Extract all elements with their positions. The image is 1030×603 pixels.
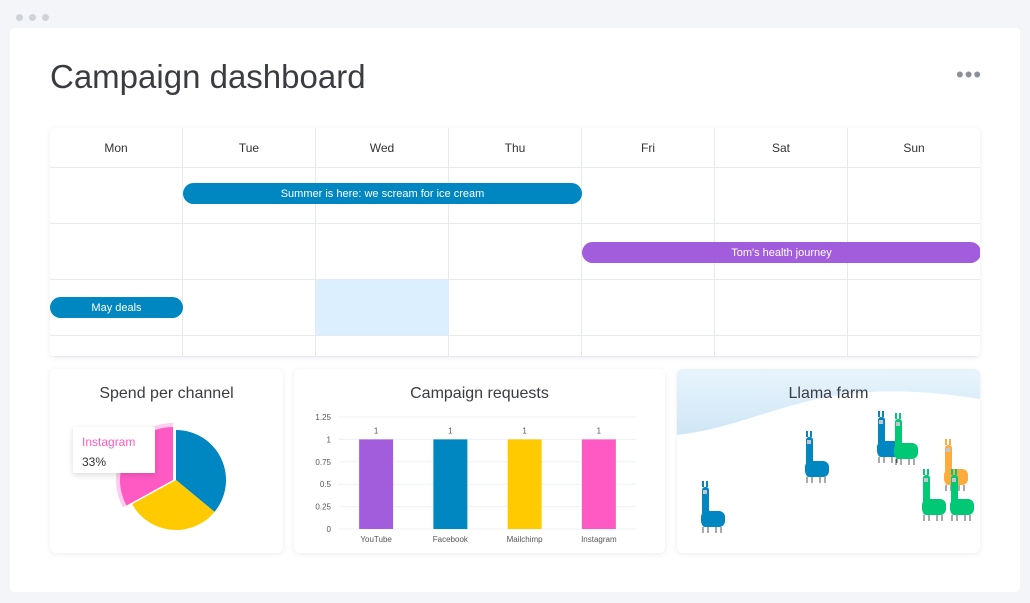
day-header: Thu [449,128,582,168]
calendar-cell[interactable] [183,224,316,280]
calendar-cell[interactable] [715,336,848,357]
calendar-cell[interactable] [50,224,183,280]
widget-title: Llama farm [788,385,869,402]
calendar-widget: Mon Tue Wed Thu Fri Sat Sun Summer is here: we … [50,128,980,357]
calendar-cell[interactable] [449,224,582,280]
bar-data-label: 1 [597,426,602,435]
llama-icon [805,431,829,483]
y-tick-label: 0.25 [315,503,331,512]
x-tick-label: Facebook [433,535,469,544]
calendar-cell[interactable] [449,280,582,336]
y-tick-label: 1 [327,435,332,444]
calendar-cell[interactable] [715,168,848,224]
bar[interactable] [507,439,542,529]
page-title: Campaign dashboard [50,58,366,95]
tooltip-label: Instagram [82,435,136,449]
day-header: Fri [582,128,715,168]
x-tick-label: Mailchimp [507,535,544,544]
calendar-cell[interactable] [848,168,980,224]
day-header: Sat [715,128,848,168]
y-tick-label: 1.25 [315,413,331,422]
campaign-requests-widget: Campaign requests 0 0.25 0.5 0.75 1 1.25 1 YouT… [294,369,665,553]
day-header: Tue [183,128,316,168]
calendar-cell[interactable] [715,280,848,336]
bar-data-label: 1 [374,426,379,435]
calendar-cell[interactable] [582,168,715,224]
llama-field [701,411,974,533]
day-header: Sun [848,128,980,168]
bar[interactable] [359,439,394,529]
llama-farm-widget: Llama farm [677,369,980,553]
calendar-cell[interactable] [50,336,183,357]
calendar-cell[interactable] [316,280,449,336]
calendar-cell[interactable] [316,224,449,280]
bar-data-label: 1 [448,426,453,435]
calendar-cell[interactable] [449,336,582,357]
bar[interactable] [433,439,468,529]
day-header: Wed [316,128,449,168]
calendar-cell[interactable] [316,336,449,357]
calendar-event[interactable]: Tom's health journey [582,242,980,263]
calendar-cell[interactable] [582,336,715,357]
calendar-cell[interactable] [848,280,980,336]
pie-tooltip: Instagram 33% [73,427,155,473]
llama-icon [922,469,946,521]
tooltip-value: 33% [82,455,107,469]
calendar-cell[interactable] [848,224,980,280]
llama-icon [894,413,918,465]
window-controls [16,14,49,21]
calendar-cell[interactable] [50,168,183,224]
widget-title: Spend per channel [99,385,234,402]
pie-slice[interactable] [176,430,227,512]
y-tick-label: 0.75 [315,458,331,467]
sky-background [677,369,980,435]
widget-title: Campaign requests [410,385,549,402]
calendar-event[interactable]: May deals [50,297,183,318]
day-header: Mon [50,128,183,168]
bar-data-label: 1 [522,426,527,435]
llama-icon [950,469,974,521]
calendar-cell[interactable] [183,280,316,336]
bar[interactable] [581,439,616,529]
calendar-cell[interactable] [582,280,715,336]
calendar-event[interactable]: Summer is here: we scream for ice cream [183,183,582,204]
ellipsis-icon[interactable]: ••• [956,62,983,87]
pie-slice[interactable] [132,480,215,530]
calendar-cell[interactable] [183,336,316,357]
llama-icon [701,481,725,533]
bar-chart: 0 0.25 0.5 0.75 1 1.25 1 YouTube 1 Facebook 1 Mailc… [315,413,636,544]
y-tick-label: 0 [327,525,332,534]
x-tick-label: Instagram [581,535,617,544]
y-tick-label: 0.5 [320,480,332,489]
x-tick-label: YouTube [360,535,392,544]
calendar-cell[interactable] [848,336,980,357]
